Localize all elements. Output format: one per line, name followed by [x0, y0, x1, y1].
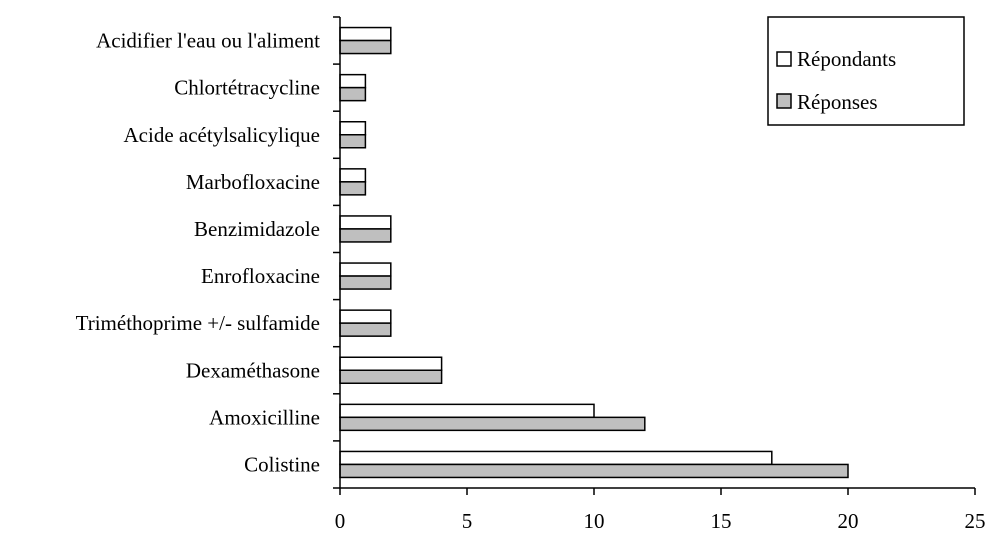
bar-reponses-5: [339, 228, 392, 243]
category-label: Chlortétracycline: [174, 76, 320, 100]
bar-reponses-8: [339, 86, 367, 102]
category-label: Acidifier l'eau ou l'aliment: [96, 29, 320, 53]
bar-reponses-6: [339, 181, 367, 196]
legend: Répondants Réponses: [767, 16, 965, 126]
bar-respondants-4: [339, 262, 392, 277]
plot-area: Colistine Amoxicilline Dexaméthasone Trimét…: [76, 16, 986, 533]
category-label: Triméthoprime +/- sulfamide: [76, 311, 320, 335]
bar-reponses-7: [339, 134, 367, 149]
bar-reponses-9: [339, 39, 392, 55]
legend-swatch-reponses: [776, 93, 792, 109]
bar-respondants-3: [339, 309, 392, 324]
bar-respondants-7: [339, 121, 367, 136]
category-label: Benzimidazole: [194, 217, 320, 241]
category-label: Enrofloxacine: [201, 264, 320, 288]
category-label: Marbofloxacine: [186, 170, 320, 194]
bar-reponses-0: [339, 463, 849, 479]
bar-reponses-3: [339, 322, 392, 337]
category-label: Colistine: [244, 452, 320, 476]
bar-respondants-9: [339, 26, 392, 42]
x-tick-label: 25: [965, 509, 986, 533]
x-tick-label: 10: [584, 509, 605, 533]
legend-label-respondants: Répondants: [797, 47, 896, 71]
bar-reponses-2: [339, 369, 443, 384]
category-label: Amoxicilline: [209, 405, 320, 429]
x-tick-label: 20: [838, 509, 859, 533]
legend-swatch-respondants: [776, 51, 792, 67]
legend-box: [767, 16, 965, 126]
bar-respondants-5: [339, 215, 392, 230]
bar-reponses-1: [339, 416, 646, 432]
category-label: Acide acétylsalicylique: [124, 123, 321, 147]
x-tick-label: 5: [462, 509, 473, 533]
bar-reponses-4: [339, 275, 392, 290]
x-tick-label: 0: [335, 509, 346, 533]
legend-label-reponses: Réponses: [797, 90, 878, 114]
x-tick-label: 15: [711, 509, 732, 533]
bar-respondants-1: [339, 403, 595, 419]
bar-respondants-0: [339, 450, 773, 466]
category-label: Dexaméthasone: [186, 358, 320, 382]
bar-respondants-2: [339, 356, 443, 371]
bar-respondants-6: [339, 168, 367, 183]
bar-respondants-8: [339, 73, 367, 89]
